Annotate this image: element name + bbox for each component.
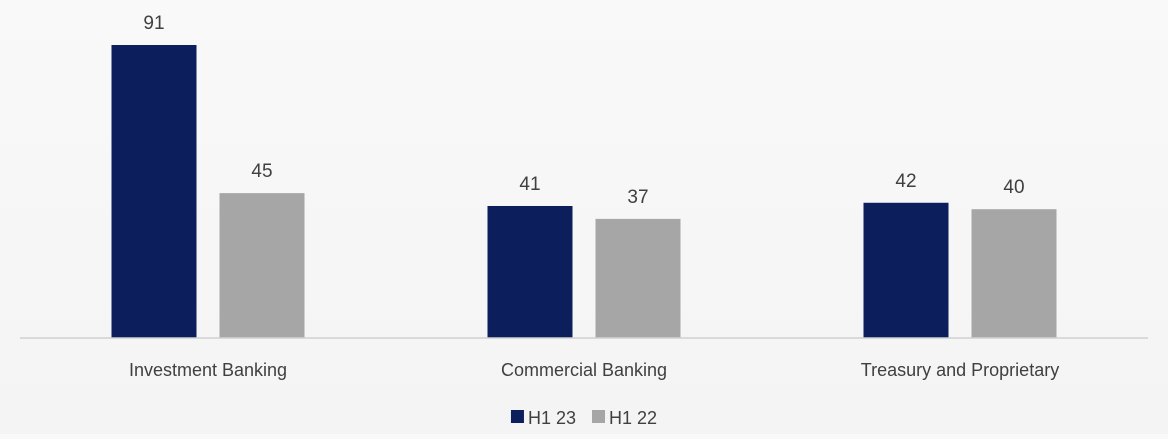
value-label-h1-23-commercial-banking: 41 xyxy=(519,174,540,195)
value-label-h1-22-treasury-and-proprietary: 40 xyxy=(1003,177,1024,198)
bar-h1-22-commercial-banking xyxy=(595,218,681,338)
bar-h1-22-investment-banking xyxy=(219,193,305,338)
category-labels-layer: Investment Banking Commercial Banking Trea… xyxy=(129,360,1059,380)
legend-swatch-h1-22 xyxy=(592,410,605,423)
bar-h1-23-investment-banking xyxy=(111,45,197,338)
value-label-h1-23-investment-banking: 91 xyxy=(143,13,164,34)
value-label-h1-22-commercial-banking: 37 xyxy=(627,187,648,208)
bar-h1-23-commercial-banking xyxy=(487,205,573,338)
value-labels-layer: 91 45 41 37 42 40 xyxy=(143,13,1024,208)
category-label-treasury-and-proprietary: Treasury and Proprietary xyxy=(861,360,1059,380)
bar-h1-22-treasury-and-proprietary xyxy=(971,209,1057,338)
value-label-h1-22-investment-banking: 45 xyxy=(251,161,272,182)
legend-label-h1-23: H1 23 xyxy=(528,408,576,428)
value-label-h1-23-treasury-and-proprietary: 42 xyxy=(895,171,916,192)
bar-h1-23-treasury-and-proprietary xyxy=(863,202,949,338)
category-label-commercial-banking: Commercial Banking xyxy=(501,360,667,380)
legend-swatch-h1-23 xyxy=(510,410,524,423)
legend-label-h1-22: H1 22 xyxy=(609,408,657,428)
category-label-investment-banking: Investment Banking xyxy=(129,360,287,380)
bars-layer xyxy=(111,45,1057,338)
legend: H1 23 H1 22 xyxy=(510,408,657,428)
